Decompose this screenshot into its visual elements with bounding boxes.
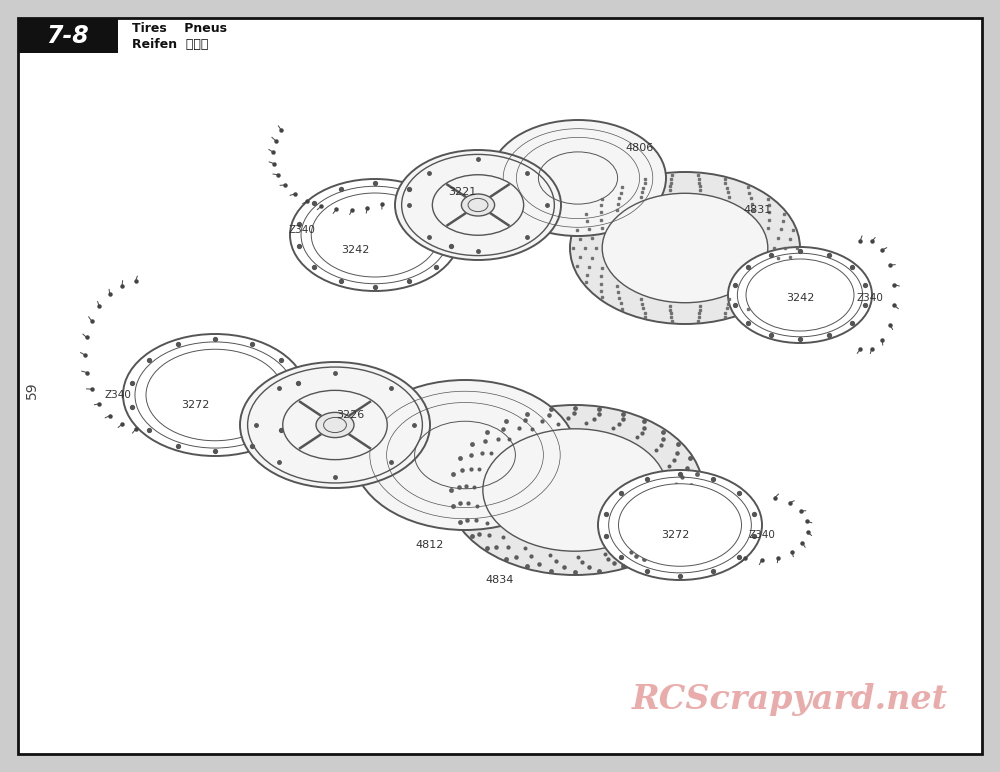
Ellipse shape bbox=[316, 412, 354, 438]
Text: 4812: 4812 bbox=[416, 540, 444, 550]
Ellipse shape bbox=[570, 172, 800, 324]
Text: 3242: 3242 bbox=[341, 245, 369, 255]
Ellipse shape bbox=[123, 334, 307, 456]
Ellipse shape bbox=[598, 470, 762, 580]
Ellipse shape bbox=[490, 120, 666, 236]
Ellipse shape bbox=[353, 380, 577, 530]
Text: 3272: 3272 bbox=[181, 400, 209, 410]
Text: 4834: 4834 bbox=[486, 575, 514, 585]
Ellipse shape bbox=[447, 405, 703, 575]
Text: 4831: 4831 bbox=[744, 205, 772, 215]
Ellipse shape bbox=[290, 179, 460, 291]
Ellipse shape bbox=[395, 150, 561, 260]
Bar bbox=[18, 18, 118, 53]
Text: Tires    Pneus: Tires Pneus bbox=[132, 22, 227, 35]
Ellipse shape bbox=[240, 362, 430, 488]
Ellipse shape bbox=[461, 194, 495, 216]
Text: 3226: 3226 bbox=[336, 410, 364, 420]
Text: Z340: Z340 bbox=[749, 530, 775, 540]
Text: Z340: Z340 bbox=[857, 293, 883, 303]
Text: 3242: 3242 bbox=[786, 293, 814, 303]
Ellipse shape bbox=[432, 174, 524, 235]
Ellipse shape bbox=[618, 484, 742, 566]
Text: Z340: Z340 bbox=[105, 390, 131, 400]
Ellipse shape bbox=[602, 193, 768, 303]
Ellipse shape bbox=[311, 193, 439, 277]
Text: 59: 59 bbox=[25, 381, 39, 399]
Ellipse shape bbox=[746, 259, 854, 331]
Ellipse shape bbox=[146, 349, 284, 441]
Ellipse shape bbox=[283, 391, 387, 459]
Ellipse shape bbox=[483, 428, 667, 551]
Text: 4806: 4806 bbox=[626, 143, 654, 153]
Text: 3221: 3221 bbox=[448, 187, 476, 197]
Text: 3272: 3272 bbox=[661, 530, 689, 540]
Text: Reifen  タイヤ: Reifen タイヤ bbox=[132, 38, 208, 50]
Ellipse shape bbox=[728, 247, 872, 343]
Text: RCScrapyard.net: RCScrapyard.net bbox=[632, 683, 948, 716]
Text: 7-8: 7-8 bbox=[47, 24, 89, 48]
Text: Z340: Z340 bbox=[289, 225, 315, 235]
